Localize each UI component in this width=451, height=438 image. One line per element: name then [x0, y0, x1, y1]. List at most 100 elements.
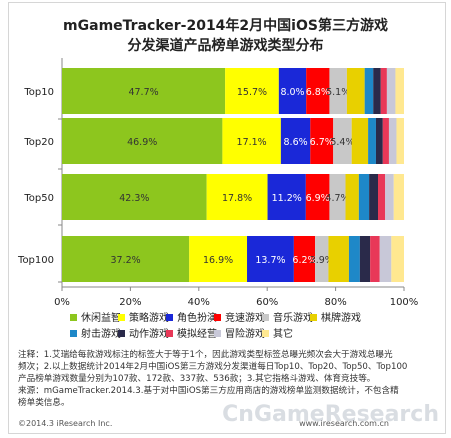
watermark-logo: CnGameResearch	[222, 402, 439, 427]
x-tick-label: 40%	[188, 297, 210, 308]
bar-segment	[329, 174, 346, 220]
bar-segment	[386, 68, 396, 114]
bar-segment	[328, 236, 349, 282]
data-label: 11.2%	[272, 193, 302, 204]
x-tick-label: 60%	[256, 297, 278, 308]
legend-swatch	[70, 314, 77, 321]
category-label: Top20	[23, 137, 54, 148]
x-tick-label: 20%	[119, 297, 141, 308]
bar-segment	[305, 174, 330, 220]
bar-segment	[385, 174, 394, 220]
bar-segment	[348, 236, 360, 282]
legend-swatch	[118, 314, 125, 321]
website-text: www.iresearch.com.cn	[299, 419, 389, 428]
legend-swatch	[262, 314, 269, 321]
bar-segment	[370, 236, 380, 282]
legend-swatch	[70, 330, 77, 337]
data-label: 47.7%	[128, 87, 158, 98]
bar-segment	[62, 68, 226, 114]
note-line-3: 产品榜单游戏数量分别为107款、172款、337款、536款；3.其它指格斗游戏…	[18, 374, 376, 384]
bar-segment	[364, 68, 374, 114]
legend-label: 其它	[273, 329, 293, 340]
bar-segment	[396, 118, 404, 164]
legend-label: 冒险游戏	[225, 329, 265, 340]
bar-segment	[378, 174, 386, 220]
bar-segment	[345, 174, 359, 220]
legend-label: 模拟经营	[177, 329, 217, 340]
data-label: 5.1%	[326, 87, 350, 98]
bar-segment	[351, 118, 369, 164]
bar-segment	[62, 118, 223, 164]
bar-segment	[358, 174, 370, 220]
bar-segment	[359, 236, 371, 282]
legend-label: 策略游戏	[129, 313, 169, 324]
data-label: 3.9%	[310, 255, 334, 266]
x-tick-label: 80%	[324, 297, 346, 308]
bar-segment	[62, 174, 207, 220]
legend-label: 动作游戏	[129, 329, 169, 340]
bar-segment	[333, 118, 352, 164]
bar-segment	[391, 236, 404, 282]
category-label: Top10	[23, 87, 54, 98]
data-label: 15.7%	[237, 87, 267, 98]
legend-swatch	[118, 330, 125, 337]
chart-notes: 注释：1.艾瑞给每款游戏标注的标签大于等于1个，因此游戏类型标签总曝光频次会大于…	[18, 349, 438, 409]
bar-segment	[346, 68, 365, 114]
copyright-text: ©2014.3 iResearch Inc.	[18, 419, 113, 428]
data-label: 37.2%	[111, 255, 141, 266]
bar-segment	[382, 118, 389, 164]
bar-segment	[388, 118, 397, 164]
x-tick-label: 0%	[54, 297, 70, 308]
legend-label: 射击游戏	[81, 329, 121, 340]
legend-item: 射击游戏	[70, 329, 121, 340]
data-label: 17.1%	[237, 137, 267, 148]
note-line-2: 频次；2.以上数据统计2014年2月中国iOS第三方游戏分发渠道每日Top10、…	[18, 362, 408, 372]
bar-segment	[310, 118, 334, 164]
bar-segment	[369, 174, 379, 220]
legend-label: 竞速游戏	[225, 313, 265, 324]
bar-segment	[306, 68, 330, 114]
bar-segment	[393, 174, 404, 220]
bar-segment	[222, 118, 281, 164]
bar-segment	[315, 236, 329, 282]
bar-segment	[329, 68, 347, 114]
legend-label: 棋牌游戏	[321, 313, 361, 324]
chart-title-line1: mGameTracker-2014年2月中国iOS第三方游戏	[63, 18, 388, 34]
chart-title-line2: 分发渠道产品榜单游戏类型分布	[127, 38, 324, 54]
legend-swatch	[214, 314, 221, 321]
data-label: 6.8%	[306, 87, 330, 98]
data-label: 8.0%	[280, 87, 304, 98]
bar-segment	[379, 236, 392, 282]
category-label: Top100	[17, 255, 54, 266]
legend-item: 冒险游戏	[214, 329, 265, 340]
note-line-4: 来源：mGameTracker.2014.3.基于对中国iOS第三方应用商店的游…	[18, 386, 399, 396]
data-label: 13.7%	[255, 255, 285, 266]
bar-segment	[373, 68, 381, 114]
note-line-5: 榜单类信息。	[18, 398, 70, 408]
legend-label: 角色扮演	[177, 313, 217, 324]
bar-segment	[62, 236, 190, 282]
legend-item: 竞速游戏	[214, 313, 265, 324]
bar-segment	[206, 174, 268, 220]
legend-label: 音乐游戏	[273, 313, 313, 324]
legend-item: 角色扮演	[166, 313, 217, 324]
data-label: 5.4%	[330, 137, 354, 148]
note-line-1: 注释：1.艾瑞给每款游戏标注的标签大于等于1个，因此游戏类型标签总曝光频次会大于…	[18, 350, 393, 360]
bar-segment	[293, 236, 316, 282]
data-label: 42.3%	[119, 193, 149, 204]
legend-item: 策略游戏	[118, 313, 169, 324]
bar-segment	[280, 118, 311, 164]
bar-segment	[189, 236, 248, 282]
legend-item: 其它	[262, 329, 293, 340]
data-label: 6.9%	[306, 193, 330, 204]
data-label: 4.7%	[325, 193, 349, 204]
legend-item: 模拟经营	[166, 329, 217, 340]
bar-segment	[247, 236, 294, 282]
legend-swatch	[262, 330, 269, 337]
bar-segment	[225, 68, 279, 114]
category-label: Top50	[23, 193, 54, 204]
bar-segment	[368, 118, 376, 164]
bar-segment	[395, 68, 404, 114]
bar-segment	[380, 68, 387, 114]
bar-segment	[278, 68, 307, 114]
